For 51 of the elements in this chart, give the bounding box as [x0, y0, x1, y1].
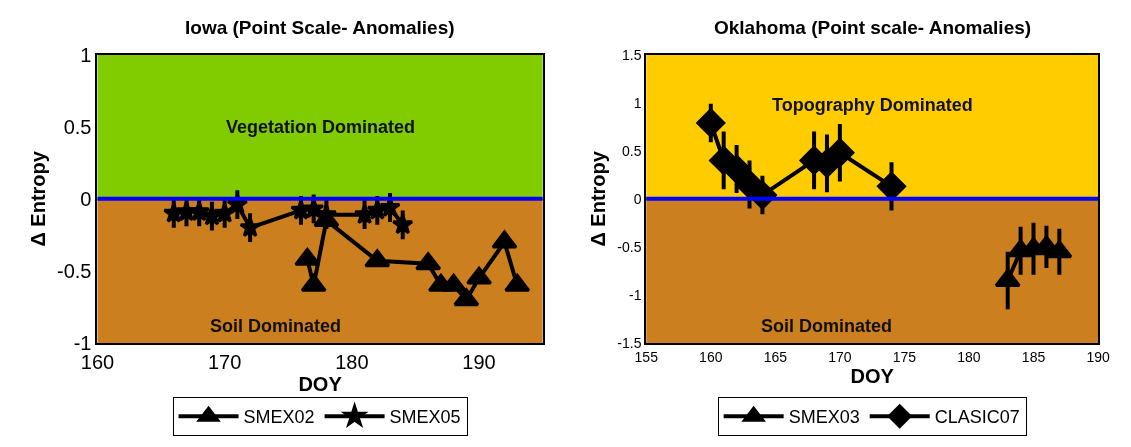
band-label: Topography Dominated — [772, 95, 973, 115]
y-axis-title: Δ Entropy — [26, 150, 49, 247]
point — [364, 249, 391, 268]
y-tick-label: -1 — [628, 286, 642, 303]
y-tick-label: 1 — [80, 43, 92, 66]
point — [440, 273, 467, 292]
x-tick-label: 190 — [1086, 348, 1110, 365]
x-tick-label: 170 — [828, 348, 852, 365]
band-label: Vegetation Dominated — [226, 117, 416, 137]
point — [453, 288, 480, 307]
x-tick-label: 165 — [763, 348, 788, 365]
y-tick-label: 1 — [633, 94, 642, 111]
y-tick-label: 0 — [633, 190, 642, 207]
legend-label: CLASIC07 — [934, 407, 1020, 428]
x-tick-label: 175 — [892, 348, 917, 365]
x-axis-title: DOY — [298, 372, 343, 395]
legend-label: SMEX03 — [788, 407, 860, 428]
point — [1046, 240, 1073, 259]
x-axis-title: DOY — [850, 364, 895, 387]
band-label: Soil Dominated — [761, 316, 893, 336]
point — [415, 252, 442, 271]
band-label: Soil Dominated — [210, 316, 342, 336]
point — [504, 273, 531, 292]
point — [696, 108, 726, 138]
x-tick-label: 190 — [462, 350, 496, 373]
chart-title: Oklahoma (Point scale- Anomalies) — [714, 17, 1032, 38]
y-tick-label: 0.5 — [63, 115, 92, 138]
x-tick-label: 160 — [699, 348, 723, 365]
y-tick-label: -1.5 — [617, 334, 642, 351]
y-tick-label: -0.5 — [617, 238, 642, 255]
point — [466, 266, 493, 285]
point — [294, 247, 321, 266]
y-axis-title: Δ Entropy — [587, 150, 610, 247]
chart-title: Iowa (Point Scale- Anomalies) — [185, 17, 455, 38]
legend-label: SMEX05 — [389, 407, 461, 428]
x-tick-label: 155 — [634, 348, 659, 365]
y-tick-label: 0.5 — [621, 142, 642, 159]
x-tick-label: 185 — [1021, 348, 1046, 365]
x-tick-label: 180 — [957, 348, 981, 365]
y-tick-label: -0.5 — [56, 259, 92, 282]
point — [491, 230, 518, 249]
y-tick-label: 1.5 — [621, 46, 642, 63]
point — [188, 200, 211, 222]
x-tick-label: 180 — [335, 350, 369, 373]
x-tick-label: 170 — [207, 350, 242, 373]
point — [825, 138, 855, 168]
point — [391, 213, 414, 235]
y-tick-label: 0 — [80, 187, 92, 210]
point — [239, 216, 261, 238]
point — [300, 273, 327, 292]
legend-label: SMEX02 — [243, 407, 315, 428]
